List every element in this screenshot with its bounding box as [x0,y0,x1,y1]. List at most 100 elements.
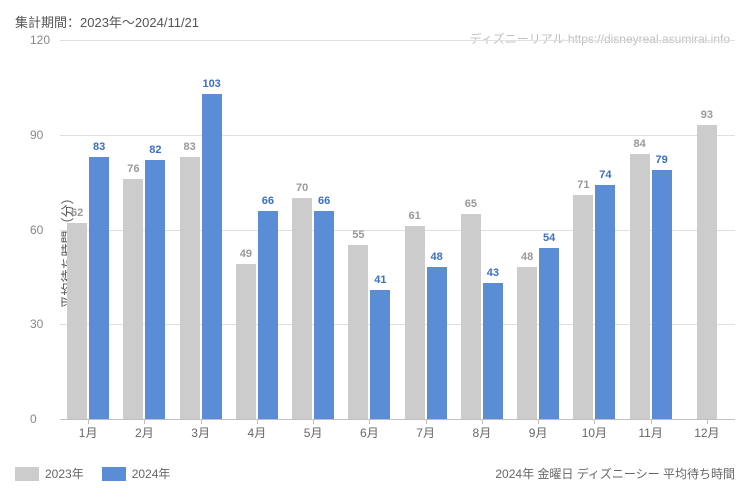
x-tick-label: 11月 [638,424,662,441]
bar-2024: 79 [652,170,672,420]
x-tick-mark [538,419,539,424]
legend-item: 2024年 [102,465,171,482]
legend-label: 2023年 [45,465,84,482]
bars-container: 62831月76822月831033月49664月70665月55416月614… [60,40,735,419]
bar-2023: 76 [123,179,143,419]
bar-value-label: 103 [202,78,220,90]
month-group: 48549月 [510,40,566,419]
y-tick-label: 0 [30,412,37,426]
x-tick-mark [144,419,145,424]
bar-value-label: 66 [318,195,330,207]
bar-2024: 82 [145,160,165,419]
x-tick-mark [426,419,427,424]
bar-value-label: 54 [543,232,555,244]
bar-2023: 62 [67,223,87,419]
bar-2024: 48 [427,267,447,419]
y-tick-label: 90 [30,128,43,142]
bar-value-label: 55 [352,229,364,241]
bar-value-label: 71 [577,179,589,191]
bar-value-label: 84 [634,138,646,150]
grid-line [60,419,735,420]
bar-value-label: 82 [149,144,161,156]
bar-2024: 66 [258,211,278,419]
bar-value-label: 83 [184,141,196,153]
x-tick-mark [594,419,595,424]
bar-value-label: 48 [431,251,443,263]
bar-2023: 48 [517,267,537,419]
x-tick-label: 10月 [582,424,607,441]
x-tick-label: 3月 [191,424,210,441]
x-tick-label: 9月 [529,424,548,441]
legend-swatch [102,467,126,481]
x-tick-label: 7月 [416,424,435,441]
bar-value-label: 79 [656,154,668,166]
bar-value-label: 76 [127,163,139,175]
x-tick-label: 2月 [135,424,154,441]
x-tick-mark [88,419,89,424]
bar-value-label: 70 [296,182,308,194]
bar-2023: 70 [292,198,312,419]
month-group: 831033月 [173,40,229,419]
chart-container: 集計期間：2023年～2024/11/21 ディズニーリアル https://d… [0,0,750,500]
month-group: 62831月 [60,40,116,419]
x-tick-label: 1月 [79,424,98,441]
bar-2024: 43 [483,283,503,419]
x-tick-label: 4月 [248,424,267,441]
bar-2024: 66 [314,211,334,419]
x-tick-mark [482,419,483,424]
bar-2024: 74 [595,185,615,419]
bar-2024: 54 [539,248,559,419]
y-tick-label: 60 [30,223,43,237]
bar-value-label: 65 [465,198,477,210]
x-tick-label: 6月 [360,424,379,441]
x-tick-mark [651,419,652,424]
bar-2023: 84 [630,154,650,419]
x-tick-mark [707,419,708,424]
bar-value-label: 74 [599,169,611,181]
month-group: 65438月 [454,40,510,419]
bar-value-label: 66 [262,195,274,207]
bar-value-label: 62 [71,207,83,219]
month-group: 717410月 [566,40,622,419]
plot-area: 030609012062831月76822月831033月49664月70665… [60,40,735,420]
month-group: 9312月 [679,40,735,419]
bar-2023: 71 [573,195,593,419]
bar-value-label: 61 [409,210,421,222]
bar-2024: 41 [370,290,390,419]
footer-text: 2024年 金曜日 ディズニーシー 平均待ち時間 [495,465,735,482]
x-tick-label: 8月 [473,424,492,441]
legend-item: 2023年 [15,465,84,482]
month-group: 55416月 [341,40,397,419]
month-group: 61487月 [398,40,454,419]
bar-2023: 61 [405,226,425,419]
x-tick-mark [257,419,258,424]
x-tick-label: 5月 [304,424,323,441]
month-group: 70665月 [285,40,341,419]
legend-swatch [15,467,39,481]
bar-2023: 55 [348,245,368,419]
legend-label: 2024年 [132,465,171,482]
month-group: 49664月 [229,40,285,419]
bar-2023: 93 [697,125,717,419]
bar-2024: 103 [202,94,222,419]
month-group: 76822月 [116,40,172,419]
x-tick-mark [313,419,314,424]
x-tick-label: 12月 [694,424,719,441]
x-tick-mark [369,419,370,424]
bar-value-label: 41 [374,274,386,286]
bar-value-label: 43 [487,267,499,279]
bar-2024: 83 [89,157,109,419]
period-label: 集計期間：2023年～2024/11/21 [15,12,199,31]
y-tick-label: 30 [30,317,43,331]
y-tick-label: 120 [30,33,50,47]
bar-2023: 83 [180,157,200,419]
month-group: 847911月 [623,40,679,419]
bar-value-label: 48 [521,251,533,263]
bar-2023: 49 [236,264,256,419]
x-tick-mark [201,419,202,424]
bar-value-label: 83 [93,141,105,153]
bar-2023: 65 [461,214,481,419]
bar-value-label: 93 [701,109,713,121]
legend: 2023年 2024年 [15,465,170,482]
bar-value-label: 49 [240,248,252,260]
